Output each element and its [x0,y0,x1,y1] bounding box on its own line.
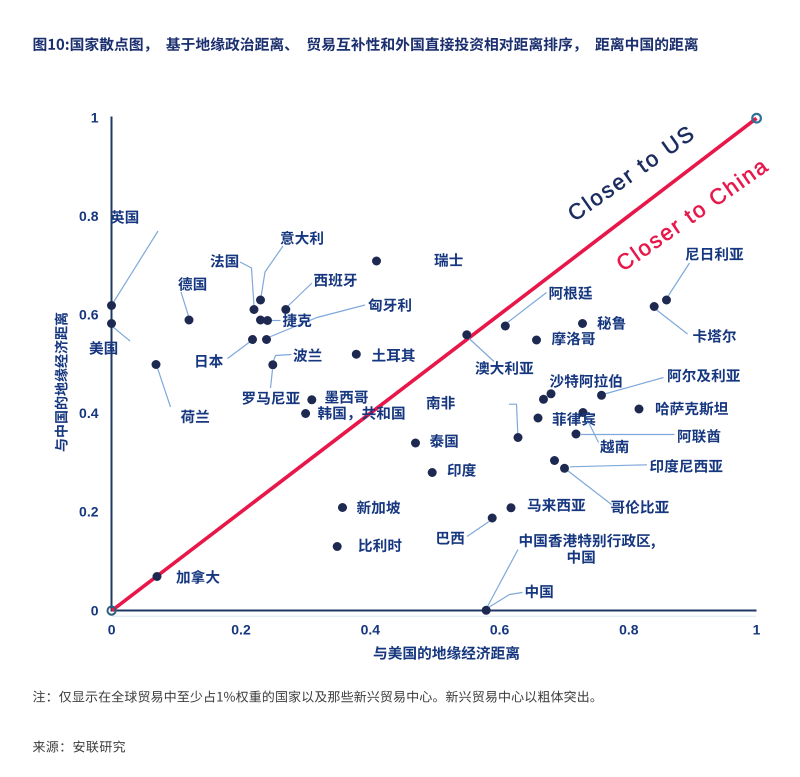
svg-text:0.8: 0.8 [619,622,639,638]
svg-text:0.4: 0.4 [361,622,381,638]
svg-text:0.6: 0.6 [490,622,510,638]
svg-text:0: 0 [91,602,99,618]
svg-text:0.2: 0.2 [231,622,251,638]
svg-text:0.2: 0.2 [79,504,99,520]
svg-text:0.8: 0.8 [79,208,99,224]
svg-text:0.6: 0.6 [79,307,99,323]
svg-text:1: 1 [91,109,99,125]
svg-text:1: 1 [753,622,761,638]
svg-text:0.4: 0.4 [79,405,99,421]
svg-text:0: 0 [108,622,116,638]
